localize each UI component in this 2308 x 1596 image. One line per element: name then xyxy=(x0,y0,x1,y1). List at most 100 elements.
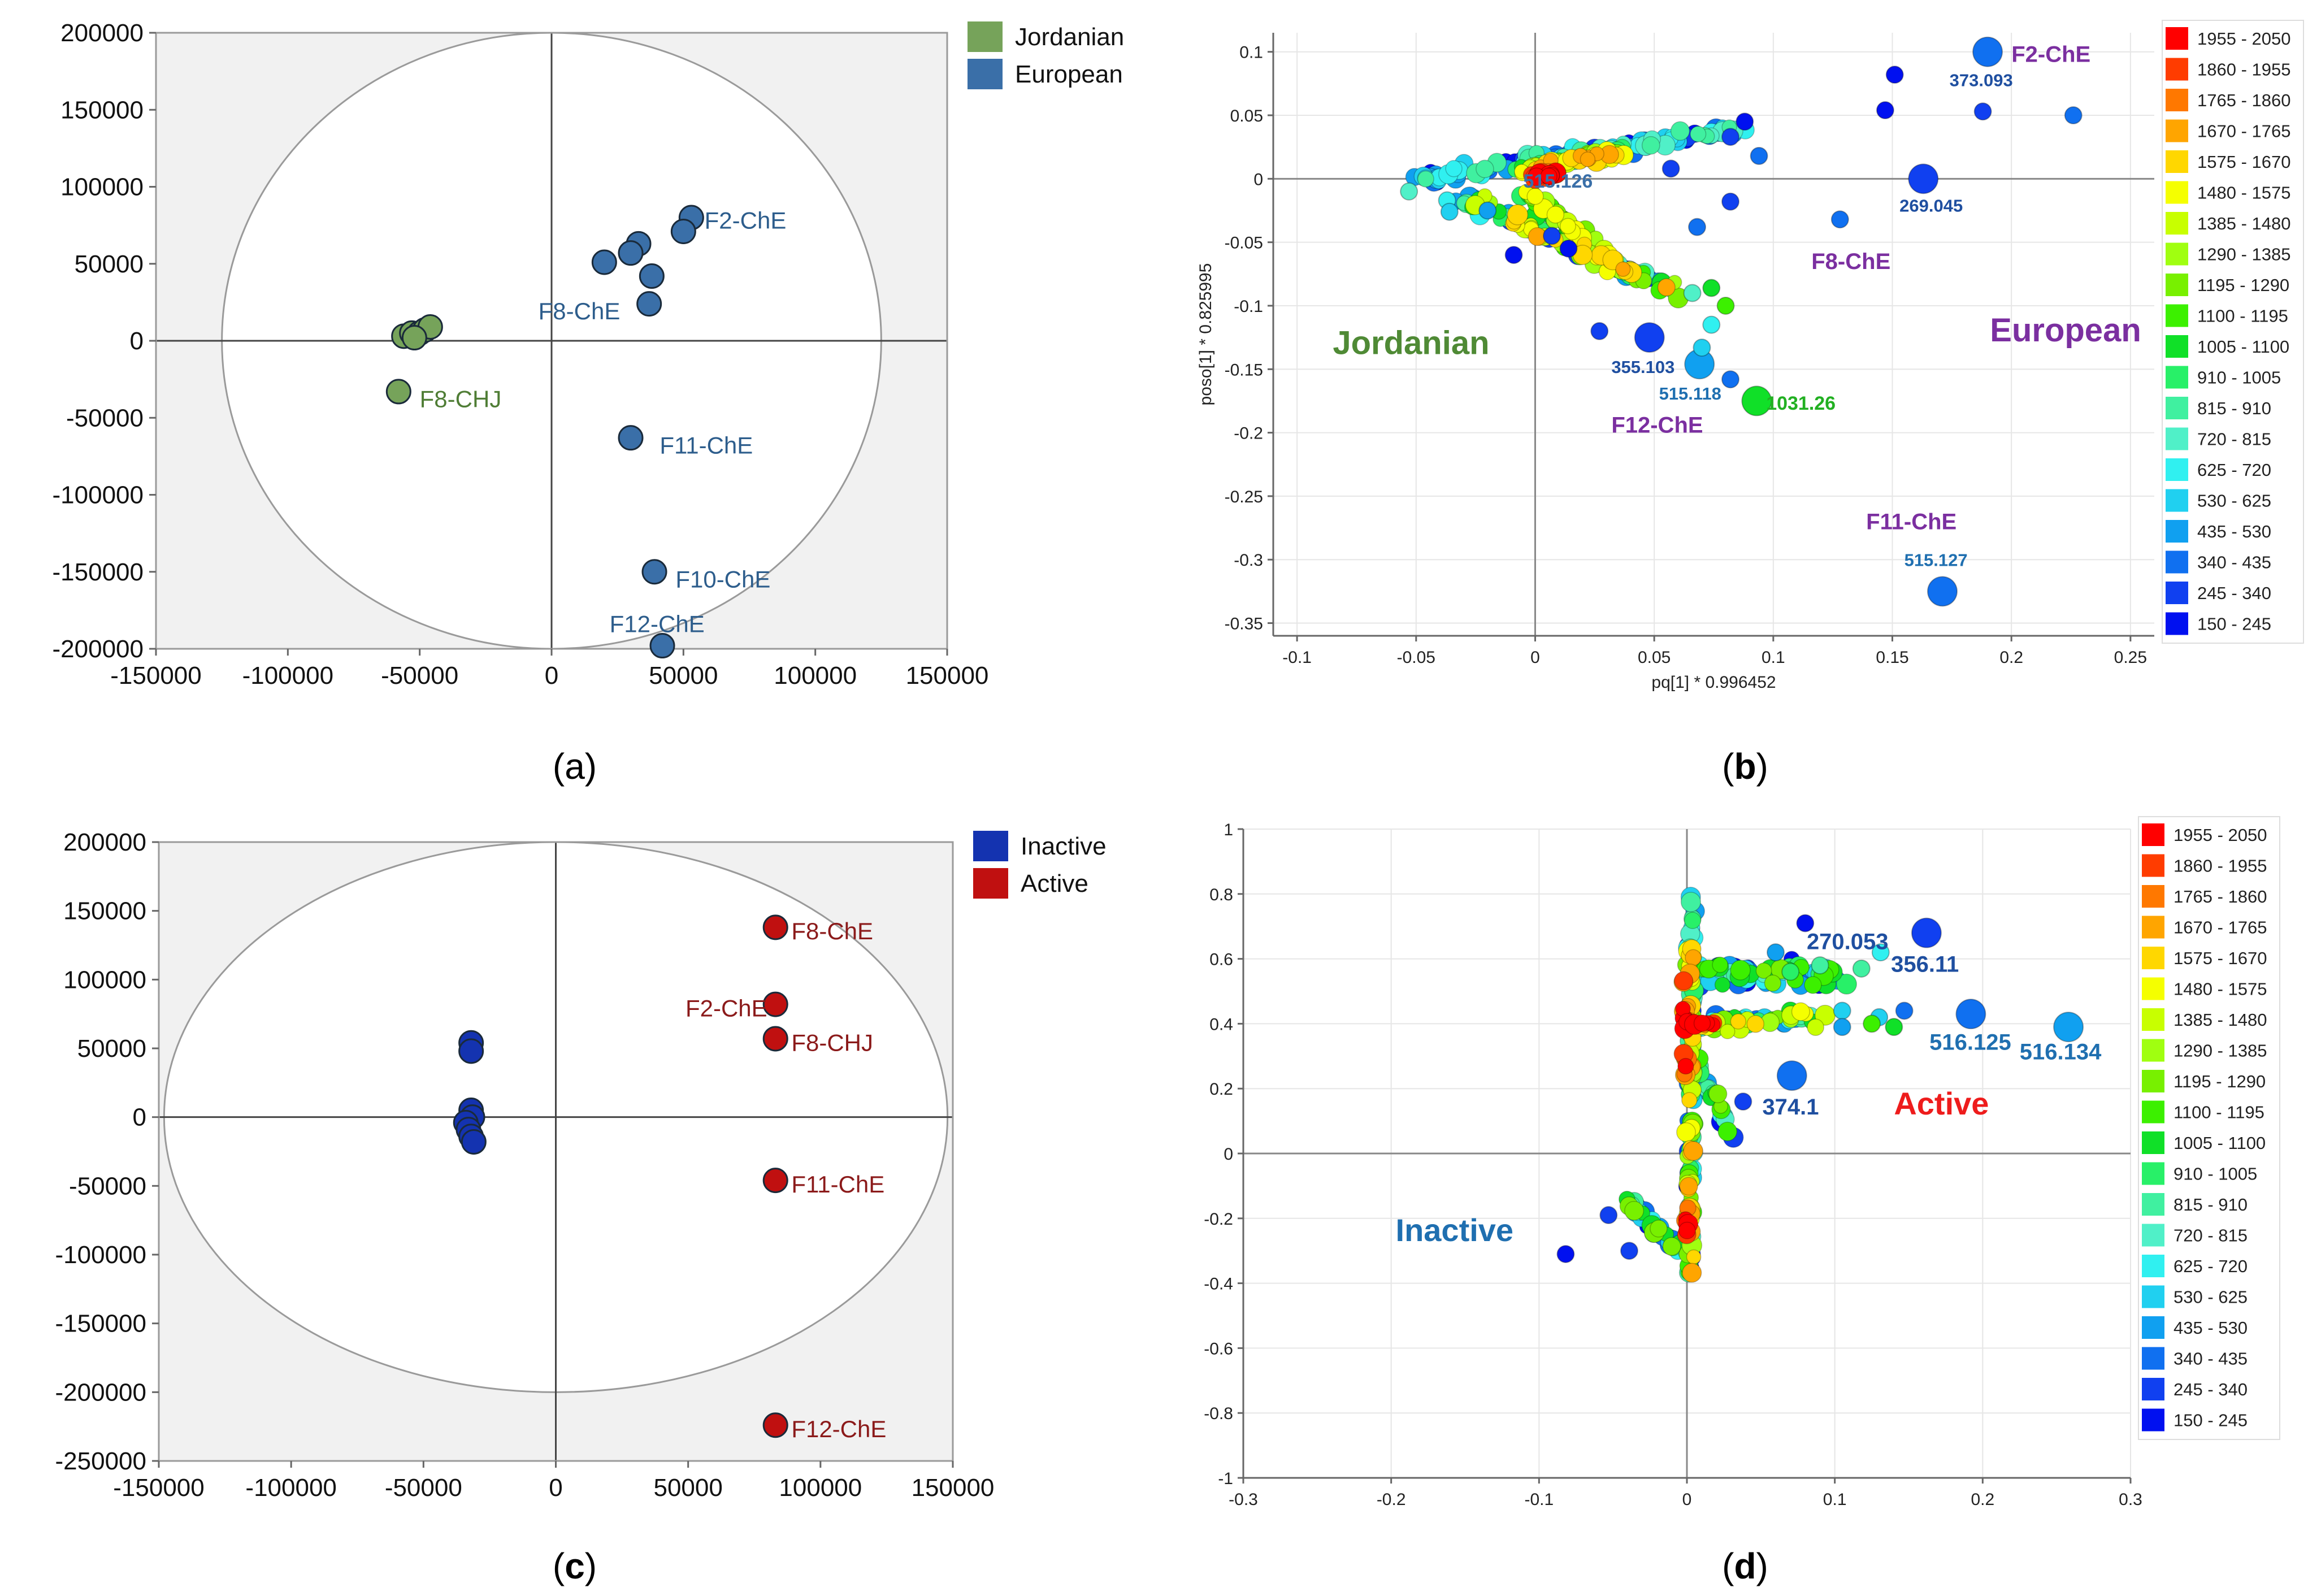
b-colorbar-label: 815 - 910 xyxy=(2197,398,2271,418)
d-highlight-point xyxy=(1811,956,1829,975)
a-point-label: F2-ChE xyxy=(705,207,787,233)
b-highlight-point xyxy=(1721,370,1739,389)
b-colorbar-label: 340 - 435 xyxy=(2197,553,2271,573)
b-variable-point xyxy=(1580,151,1596,167)
d-variable-point xyxy=(1764,974,1781,992)
b-highlight-point xyxy=(1661,159,1680,178)
b-highlight-point xyxy=(1876,101,1894,120)
c-point-active xyxy=(762,1412,788,1438)
d-highlight-point xyxy=(1955,999,1986,1030)
b-annotation: 269.045 xyxy=(1899,196,1963,216)
c-point-label: F8-CHJ xyxy=(791,1029,873,1056)
b-colorbar-swatch xyxy=(2166,304,2188,327)
b-colorbar-swatch xyxy=(2166,58,2188,81)
b-colorbar-label: 435 - 530 xyxy=(2197,522,2271,541)
a-point-label: F11-ChE xyxy=(660,432,753,458)
d-highlight-point xyxy=(1734,1092,1752,1111)
b-colorbar-swatch xyxy=(2166,335,2188,358)
b-xtick-label: 0.15 xyxy=(1876,648,1908,667)
d-colorbar-label: 1575 - 1670 xyxy=(2173,948,2267,968)
b-colorbar-label: 1480 - 1575 xyxy=(2197,183,2290,203)
d-colorbar-label: 435 - 530 xyxy=(2173,1318,2248,1338)
a-xtick-label: 100000 xyxy=(774,662,857,689)
d-colorbar-frame xyxy=(2138,816,2280,1440)
d-variable-point xyxy=(1746,1015,1765,1033)
b-xtick-label: 0.2 xyxy=(1999,648,2023,667)
panel-label-a: (a) xyxy=(553,746,597,787)
d-highlight-point xyxy=(1776,1060,1807,1091)
b-y-axis-title: poso[1] * 0.825995 xyxy=(1196,263,1215,406)
c-legend-swatch xyxy=(973,831,1008,861)
b-xtick-label: 0 xyxy=(1530,648,1540,667)
b-colorbar-swatch xyxy=(2166,612,2188,635)
a-xtick-label: -150000 xyxy=(110,662,201,689)
b-highlight-point xyxy=(1927,576,1958,607)
d-annotation: 270.053 xyxy=(1807,929,1889,954)
c-point-active xyxy=(762,991,788,1017)
d-variable-point xyxy=(1677,1057,1694,1075)
d-highlight-point xyxy=(1852,959,1871,978)
d-xtick-label: 0.2 xyxy=(1971,1490,1994,1509)
c-point-active xyxy=(762,1168,788,1194)
d-highlight-point xyxy=(1796,914,1815,933)
d-colorbar-label: 1195 - 1290 xyxy=(2173,1072,2266,1091)
c-ytick-label: -200000 xyxy=(55,1378,146,1406)
a-ytick-label: 100000 xyxy=(60,174,144,201)
b-variable-point xyxy=(1657,278,1676,297)
panel-c-chart: -150000 -100000 -50000 0 50000 100000 150000 -2… xyxy=(55,829,1107,1502)
b-variable-point xyxy=(1507,204,1529,225)
d-ytick-label: 1 xyxy=(1224,821,1233,839)
a-ytick-label: -50000 xyxy=(66,404,144,432)
b-colorbar-swatch xyxy=(2166,397,2188,419)
b-colorbar-swatch xyxy=(2166,366,2188,389)
b-highlight-point xyxy=(1885,66,1904,84)
a-ytick-label: 0 xyxy=(130,327,144,355)
d-variable-point xyxy=(1791,1002,1810,1021)
d-colorbar-label: 1765 - 1860 xyxy=(2173,887,2267,907)
a-point-label: F8-ChE xyxy=(539,298,621,324)
b-annotation: F8-ChE xyxy=(1811,249,1890,274)
d-colorbar-label: 1290 - 1385 xyxy=(2173,1041,2267,1061)
c-xtick-label: -50000 xyxy=(385,1474,462,1502)
b-annotation: 373.093 xyxy=(1950,70,2013,90)
b-colorbar-label: 1955 - 2050 xyxy=(2197,29,2290,49)
c-xtick-label: -150000 xyxy=(113,1474,204,1502)
d-colorbar-label: 815 - 910 xyxy=(2173,1195,2248,1215)
a-ytick-label: -100000 xyxy=(53,482,144,509)
d-highlight-point xyxy=(1599,1206,1618,1225)
panel-a-chart: -150000 -100000 -50000 0 50000 100000 150000 -2… xyxy=(53,19,1125,689)
d-variable-point xyxy=(1807,1018,1824,1036)
d-colorbar-label: 720 - 815 xyxy=(2173,1226,2248,1246)
a-legend-swatch xyxy=(968,59,1003,89)
d-colorbar-label: 1670 - 1765 xyxy=(2173,918,2267,938)
b-colorbar-label: 1290 - 1385 xyxy=(2197,245,2290,264)
b-ytick-label: 0.05 xyxy=(1230,107,1263,125)
a-xtick-label: 50000 xyxy=(649,662,718,689)
c-legend-label: Inactive xyxy=(1021,832,1107,860)
d-colorbar-swatch xyxy=(2142,1255,2164,1277)
d-variable-point xyxy=(1678,1221,1696,1239)
b-colorbar-swatch xyxy=(2166,274,2188,296)
b-colorbar-label: 1860 - 1955 xyxy=(2197,60,2290,80)
d-highlight-point xyxy=(1885,1018,1903,1036)
b-colorbar-label: 150 - 245 xyxy=(2197,614,2271,634)
d-annotation: Inactive xyxy=(1396,1212,1514,1248)
d-colorbar-label: 1860 - 1955 xyxy=(2173,856,2267,876)
a-xtick-label: 0 xyxy=(545,662,558,689)
b-points-layer xyxy=(1400,36,2083,607)
b-xtick-label: 0.1 xyxy=(1762,648,1785,667)
b-variable-point xyxy=(1476,159,1494,179)
d-ytick-label: -0.6 xyxy=(1204,1339,1233,1358)
d-variable-point xyxy=(1730,960,1751,981)
d-colorbar-swatch xyxy=(2142,1162,2164,1185)
c-xtick-label: -100000 xyxy=(245,1474,336,1502)
b-variable-point xyxy=(1417,170,1434,188)
b-variable-point xyxy=(1670,121,1690,141)
a-legend-swatch xyxy=(968,21,1003,52)
b-highlight-point xyxy=(1741,385,1772,417)
c-point-active xyxy=(762,1026,788,1052)
b-highlight-point xyxy=(1590,322,1609,340)
panel-label-b: (b) xyxy=(1722,746,1768,787)
d-variable-point xyxy=(1755,962,1772,979)
d-xtick-label: -0.3 xyxy=(1229,1490,1258,1509)
